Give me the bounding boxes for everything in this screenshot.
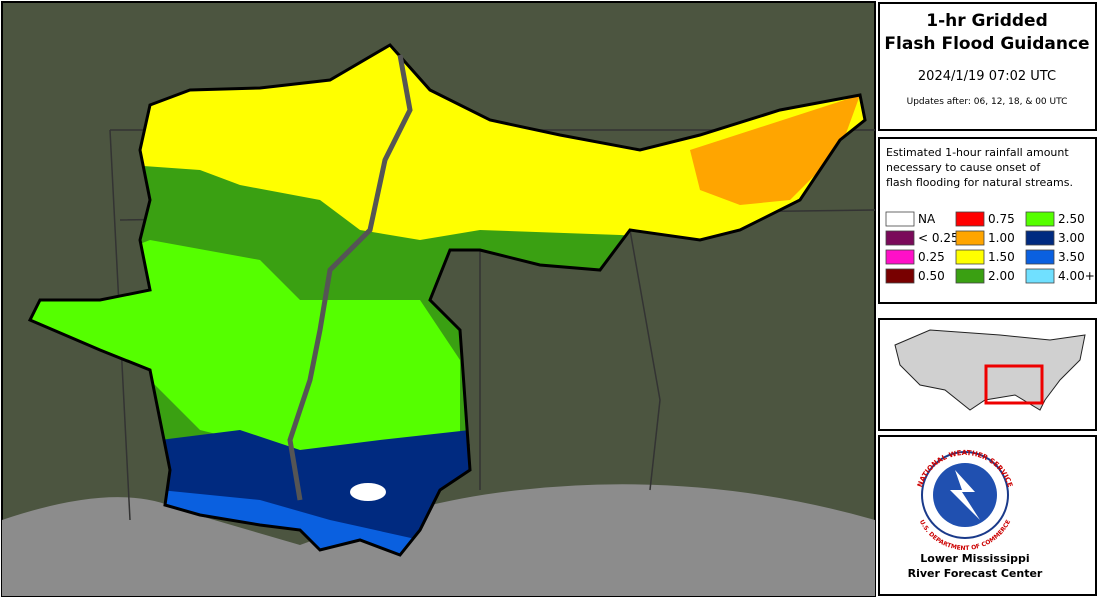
legend-label: 0.75: [988, 212, 1015, 226]
map: [1, 1, 876, 597]
river: [287, 54, 413, 501]
legend-swatch: [1025, 230, 1055, 246]
timestamp: 2024/1/19 07:02 UTC: [918, 69, 1056, 84]
legend-swatch: [955, 268, 985, 284]
logo-bolt: [950, 470, 980, 520]
legend-description: Estimated 1-hour rainfall amount: [886, 146, 1069, 159]
logo-panel: NATIONAL WEATHER SERVICE U.S. DEPARTMENT…: [878, 435, 1097, 596]
legend-swatch: [1025, 249, 1055, 265]
office-name: River Forecast Center: [908, 567, 1043, 580]
title: Flash Flood Guidance: [884, 34, 1089, 54]
legend-swatch: [955, 211, 985, 227]
legend-label: NA: [918, 212, 936, 226]
office-name: Lower Mississippi: [920, 552, 1029, 565]
region-outline: [27, 43, 867, 557]
update-note: Updates after: 06, 12, 18, & 00 UTC: [907, 97, 1068, 107]
legend-swatch: [1025, 268, 1055, 284]
legend-swatch: [1025, 211, 1055, 227]
title-panel: 1-hr Gridded Flash Flood Guidance 2024/1…: [878, 2, 1097, 131]
legend-label: 2.50: [1058, 212, 1085, 226]
legend-swatch: [885, 211, 915, 227]
legend-swatch: [955, 230, 985, 246]
legend-swatch: [885, 230, 915, 246]
gulf: [2, 484, 875, 596]
legend-label: 0.25: [918, 250, 945, 264]
title: 1-hr Gridded: [926, 11, 1048, 31]
us-map: [894, 329, 1086, 411]
logo-center: [933, 463, 997, 527]
legend-label: 1.00: [988, 231, 1015, 245]
legend-panel: Estimated 1-hour rainfall amount necessar…: [878, 137, 1097, 304]
legend-label: 3.00: [1058, 231, 1085, 245]
locator-box: [984, 364, 1044, 405]
panel-border: [878, 2, 1097, 131]
legend-label: 0.50: [918, 269, 945, 283]
legend-swatch: [955, 249, 985, 265]
legend-label: 4.00+: [1058, 269, 1095, 283]
legend-description: flash flooding for natural streams.: [886, 176, 1073, 189]
legend-swatch: [885, 268, 915, 284]
legend-label: < 0.25: [918, 231, 959, 245]
legend-swatch: [885, 249, 915, 265]
legend-label: 3.50: [1058, 250, 1085, 264]
locator-panel: [878, 318, 1097, 431]
legend-label: 1.50: [988, 250, 1015, 264]
legend-label: 2.00: [988, 269, 1015, 283]
panel-border: [878, 137, 1097, 304]
legend-description: necessary to cause onset of: [886, 161, 1041, 174]
